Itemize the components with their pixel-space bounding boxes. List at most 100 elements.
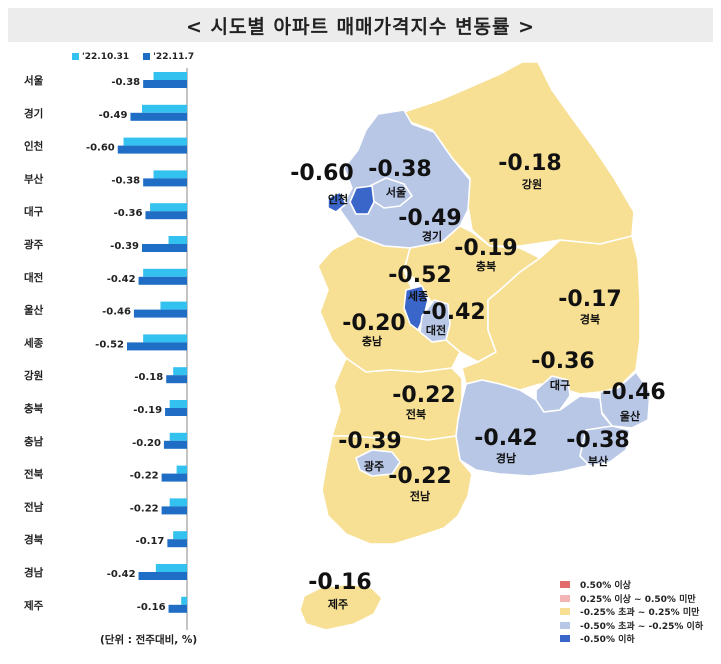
bar-curr-week <box>145 211 187 220</box>
bar-prev-week <box>181 596 187 605</box>
legend-curr-week-label: '22.11.7 <box>153 52 195 62</box>
bar-data-label: -0.36 <box>114 208 143 219</box>
bar-data-label: -0.38 <box>111 175 140 186</box>
map-regions <box>299 61 651 631</box>
bar-data-label: -0.46 <box>102 307 131 318</box>
bar-curr-week <box>165 408 187 416</box>
map-legend-swatch-0 <box>560 581 570 589</box>
bar-curr-week <box>143 80 187 88</box>
bar-data-label: -0.18 <box>134 372 163 383</box>
bar-prev-week <box>123 137 187 146</box>
map-region-name: 세종 <box>408 289 428 303</box>
map-region-name: 인천 <box>328 192 348 206</box>
bar-data-label: -0.20 <box>132 438 161 449</box>
bar-curr-week <box>161 506 187 515</box>
bar-category-label: 충북 <box>24 402 44 415</box>
map-value-label: -0.17 <box>558 287 621 312</box>
legend-prev-week: '22.10.31 <box>72 52 129 62</box>
bar-prev-week <box>153 72 187 80</box>
map-legend-label-3: -0.50% 초과 ~ -0.25% 이하 <box>580 621 704 632</box>
bar-curr-week <box>143 178 187 187</box>
map-legend-swatch-3 <box>560 621 570 629</box>
legend-curr-week-swatch <box>143 53 151 60</box>
legend-prev-week-swatch <box>72 53 79 60</box>
bar-prev-week <box>169 432 187 441</box>
map-value-label: -0.38 <box>368 157 431 182</box>
map-legend-swatch-4 <box>560 635 570 643</box>
region-shape-대전 <box>419 299 451 343</box>
bar-data-label: -0.42 <box>107 274 136 285</box>
bar-legend: '22.10.31 '22.11.7 <box>72 52 194 62</box>
bar-category-label: 전북 <box>24 468 44 481</box>
bar-data-label: -0.42 <box>107 569 136 580</box>
bar-category-label: 세종 <box>24 336 44 349</box>
bar-curr-week <box>142 244 187 252</box>
region-shape-광주 <box>355 449 401 477</box>
bar-category-label: 인천 <box>24 140 43 153</box>
map-legend-item-3: -0.50% 초과 ~ -0.25% 이하 <box>560 619 703 633</box>
map-region-name: 충북 <box>476 259 496 273</box>
map-region-name: 경기 <box>422 229 442 243</box>
bar-category-label: 전남 <box>24 500 44 513</box>
map-legend-label-1: 0.25% 이상 ~ 0.50% 미만 <box>580 594 696 605</box>
bar-category-label: 대구 <box>24 205 44 218</box>
map-region-name: 제주 <box>328 597 348 611</box>
map-legend-label-4: -0.50% 이하 <box>580 635 635 646</box>
map-legend-label-2: -0.25% 초과 ~ 0.25% 미만 <box>580 608 700 619</box>
bar-chart: 서울 -0.38 경기 -0.49 인천 -0.60 부산 -0.38 대구 -0.36 광주 -0.… <box>24 68 188 630</box>
bar-curr-week <box>133 309 187 318</box>
map-value-label: -0.39 <box>338 429 401 454</box>
bar-category-label: 충남 <box>24 435 44 448</box>
bar-category-label: 경남 <box>24 566 44 579</box>
map-value-label: -0.22 <box>388 464 451 489</box>
bar-curr-week <box>168 604 187 613</box>
bar-curr-week <box>163 440 187 449</box>
bar-data-label: -0.16 <box>137 602 166 613</box>
bar-prev-week <box>160 301 187 310</box>
map-legend-item-2: -0.25% 초과 ~ 0.25% 미만 <box>560 605 703 619</box>
bar-prev-week <box>142 104 187 113</box>
map-region-name: 대전 <box>426 323 446 337</box>
map-region-name: 전남 <box>410 489 430 503</box>
region-shape-부산 <box>579 425 631 467</box>
bar-prev-week <box>169 498 187 507</box>
bar-category-label: 대전 <box>24 271 43 284</box>
page-title: < 시도별 아파트 매매가격지수 변동률 > <box>8 8 713 42</box>
bar-data-label: -0.19 <box>133 405 162 416</box>
bar-data-label: -0.39 <box>110 241 139 252</box>
map-value-label: -0.19 <box>454 236 517 261</box>
map-value-label: -0.22 <box>392 383 455 408</box>
bar-prev-week <box>143 334 187 343</box>
bar-prev-week <box>155 564 187 572</box>
map-legend-item-0: 0.50% 이상 <box>560 578 703 592</box>
map-value-label: -0.52 <box>388 263 451 288</box>
bar-prev-week <box>173 367 187 376</box>
bar-data-label: -0.38 <box>111 77 140 88</box>
bar-data-label: -0.60 <box>86 143 115 154</box>
map-legend-item-4: -0.50% 이하 <box>560 632 703 646</box>
bar-data-label: -0.52 <box>95 339 124 350</box>
map-region-name: 광주 <box>364 460 384 473</box>
bar-curr-week <box>166 375 187 384</box>
map-value-label: -0.36 <box>531 349 594 374</box>
map-value-label: -0.20 <box>342 311 405 336</box>
bar-prev-week <box>169 400 187 408</box>
map-legend: 0.50% 이상 0.25% 이상 ~ 0.50% 미만 -0.25% 초과 ~… <box>560 578 703 646</box>
map-region-name: 강원 <box>522 177 542 191</box>
region-shape-제주 <box>299 583 383 631</box>
map-value-label: -0.42 <box>422 300 485 325</box>
map-region-name: 충남 <box>362 334 382 348</box>
map-legend-label-0: 0.50% 이상 <box>580 581 631 592</box>
map-value-label: -0.16 <box>308 570 371 595</box>
bar-curr-week <box>161 473 187 482</box>
map-value-label: -0.60 <box>290 161 353 186</box>
bar-curr-week <box>138 276 187 285</box>
bar-prev-week <box>168 236 187 244</box>
bar-category-label: 제주 <box>24 599 44 612</box>
map-value-label: -0.49 <box>398 206 461 231</box>
map-region-name: 울산 <box>620 409 640 423</box>
map-value-label: -0.42 <box>474 426 537 451</box>
bar-category-label: 경기 <box>24 107 43 120</box>
